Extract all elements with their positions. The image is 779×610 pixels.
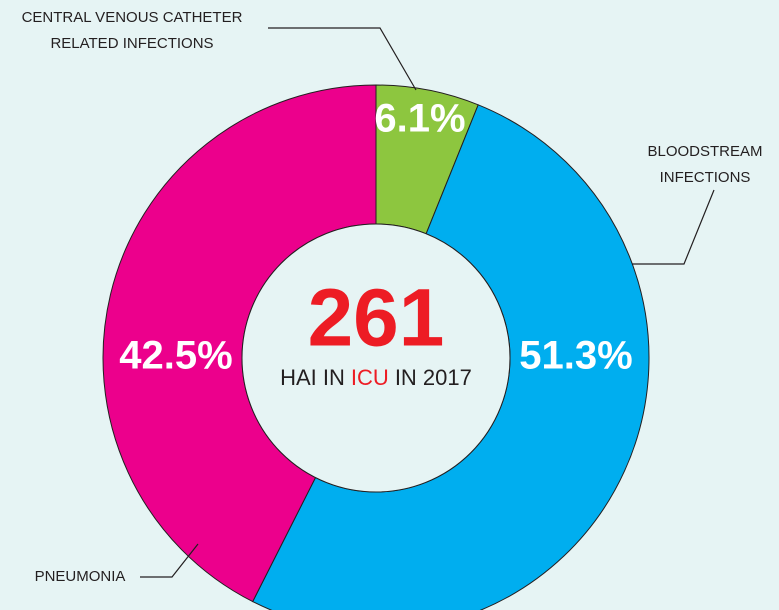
caption-part: IN 2017	[395, 365, 472, 390]
caption-part: HAI IN	[280, 365, 345, 390]
category-label: BLOODSTREAM INFECTIONS	[647, 143, 762, 186]
leader-line	[632, 189, 715, 265]
category-label: CENTRAL VENOUS CATHETER RELATED INFECTION…	[22, 9, 243, 52]
value-label: 42.5%	[119, 334, 232, 378]
leader-line	[140, 543, 199, 578]
value-label: 51.3%	[519, 334, 632, 378]
center-caption: HAI IN ICU IN 2017	[280, 365, 472, 390]
category-label: PNEUMONIA	[35, 568, 126, 585]
caption-part: ICU	[351, 365, 389, 390]
value-label: 6.1%	[374, 97, 465, 141]
center-number: 261	[308, 273, 445, 364]
donut-hole	[241, 223, 511, 493]
leader-line	[268, 27, 417, 91]
